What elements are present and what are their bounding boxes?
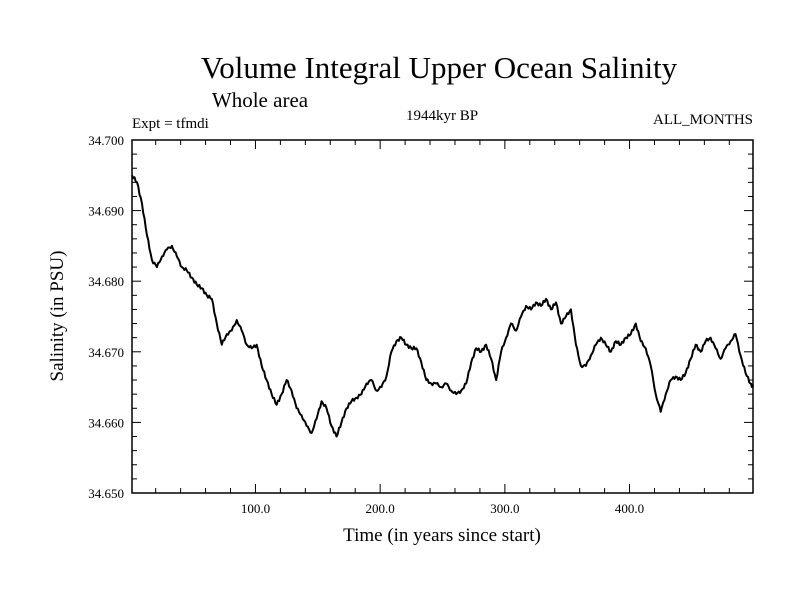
y-tick-label: 34.700	[88, 133, 124, 148]
y-tick-label: 34.660	[88, 415, 124, 430]
y-tick-label: 34.650	[88, 486, 124, 501]
chart-title: Volume Integral Upper Ocean Salinity	[201, 50, 678, 85]
x-axis-label: Time (in years since start)	[343, 525, 541, 546]
y-axis-label: Salinity (in PSU)	[47, 251, 68, 382]
y-tick-label: 34.670	[88, 345, 124, 360]
x-tick-label: 400.0	[615, 501, 644, 516]
x-tick-label: 200.0	[366, 501, 395, 516]
y-tick-label: 34.680	[88, 274, 124, 289]
x-tick-label: 100.0	[241, 501, 270, 516]
period-label: 1944kyr BP	[406, 108, 478, 124]
salinity-series-line	[131, 174, 754, 438]
tick-labels: 100.0 200.0 300.0 400.0 34.650 34.660 34.670 34…	[88, 133, 644, 516]
axis-ticks	[132, 139, 753, 494]
chart-subtitle: Whole area	[212, 88, 309, 112]
plot-frame	[131, 139, 754, 494]
experiment-label: Expt = tfmdi	[132, 116, 209, 132]
y-tick-label: 34.690	[88, 204, 124, 219]
months-label: ALL_MONTHS	[653, 112, 753, 128]
x-tick-label: 300.0	[490, 501, 519, 516]
